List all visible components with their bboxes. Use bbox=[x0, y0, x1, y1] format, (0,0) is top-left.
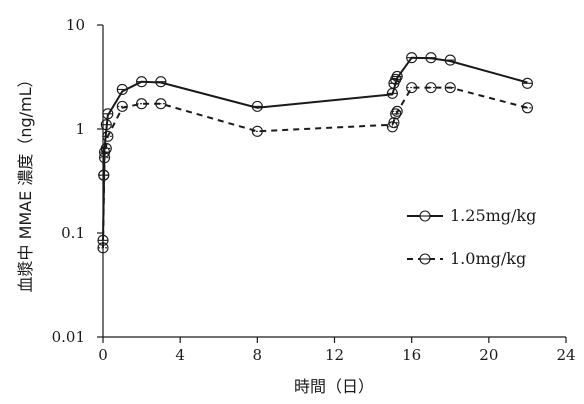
series-layer bbox=[97, 52, 533, 254]
x-axis-title: 時間（日） bbox=[294, 377, 374, 396]
y-axis-title: 血漿中 MMAE 濃度（ng/mL） bbox=[16, 71, 35, 292]
y-tick-label: 0.01 bbox=[52, 328, 85, 346]
x-ticks: 0 4 8 12 16 20 24 bbox=[98, 337, 576, 364]
y-tick-label: 10 bbox=[66, 16, 85, 34]
x-tick-label: 0 bbox=[98, 346, 108, 364]
legend-label-1-0mg-kg: 1.0mg/kg bbox=[450, 249, 526, 268]
x-tick-label: 24 bbox=[556, 346, 575, 364]
series-1-0mg-kg bbox=[97, 82, 533, 254]
y-tick-label: 1 bbox=[75, 120, 85, 138]
x-tick-label: 4 bbox=[175, 346, 185, 364]
x-tick-label: 12 bbox=[325, 346, 344, 364]
series-1-25mg-kg bbox=[97, 52, 533, 246]
x-tick-label: 20 bbox=[479, 346, 498, 364]
x-tick-label: 16 bbox=[402, 346, 421, 364]
legend: 1.25mg/kg 1.0mg/kg bbox=[407, 206, 536, 268]
x-tick-label: 8 bbox=[253, 346, 263, 364]
y-ticks: 0.01 0.1 1 10 bbox=[52, 16, 103, 346]
legend-label-1-25mg-kg: 1.25mg/kg bbox=[450, 206, 536, 225]
axes bbox=[102, 25, 566, 338]
y-tick-label: 0.1 bbox=[61, 224, 85, 242]
